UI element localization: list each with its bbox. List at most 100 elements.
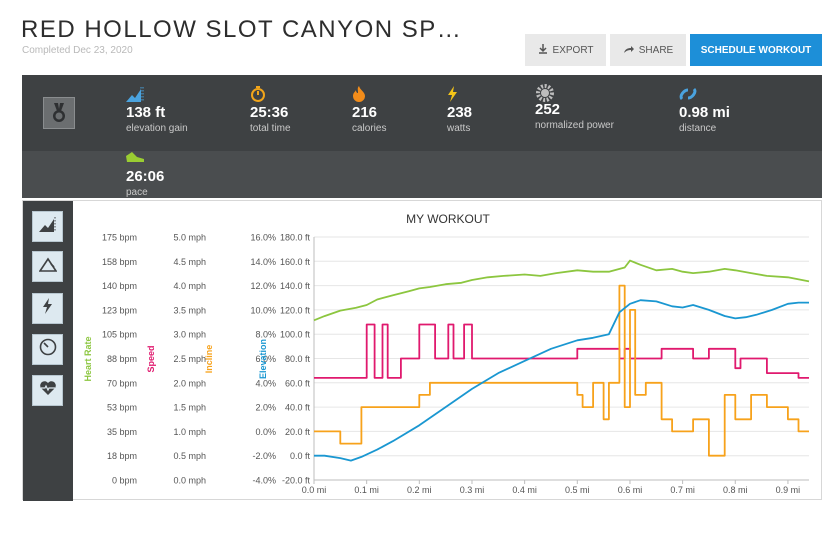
- x-tick-label: 0.2 mi: [407, 485, 432, 495]
- stat-elevation: 138 ft elevation gain: [126, 86, 188, 134]
- y-tick-label: 14.0%: [250, 257, 276, 267]
- y-tick-label: 0.0%: [255, 427, 276, 437]
- chart-grid: [313, 236, 809, 481]
- stat-label: total time: [250, 123, 291, 134]
- y-tick-label: 175 bpm: [102, 233, 137, 243]
- stopwatch-icon: [250, 86, 291, 104]
- export-button[interactable]: EXPORT: [525, 34, 606, 66]
- x-tick-label: 0.1 mi: [354, 485, 379, 495]
- y-tick-label: 2.0 mph: [173, 378, 206, 388]
- distance-icon: [679, 86, 730, 104]
- share-button[interactable]: SHARE: [610, 34, 686, 66]
- elevation-chart-button[interactable]: [32, 211, 63, 242]
- speed-button[interactable]: [32, 334, 63, 365]
- y-tick-label: 4.0 mph: [173, 281, 206, 291]
- stat-value: 238: [447, 104, 473, 121]
- series-line-incline: [314, 284, 809, 457]
- stat-label: elevation gain: [126, 123, 188, 134]
- flame-icon: [352, 86, 386, 104]
- series-line-speed: [314, 323, 809, 379]
- gear-icon: [535, 83, 614, 102]
- y-tick-label: 10.0%: [250, 305, 276, 315]
- schedule-workout-button[interactable]: SCHEDULE WORKOUT: [690, 34, 822, 66]
- workout-chart: MY WORKOUT 0 bpm 18 bpm 35 bpm 53 bpm 70 bpm…: [83, 212, 810, 495]
- stat-label: distance: [679, 123, 717, 134]
- x-tick-label: 0.3 mi: [460, 485, 485, 495]
- chart-title: MY WORKOUT: [406, 212, 490, 226]
- chart-x-axis: 0.0 mi 0.1 mi 0.2 mi 0.3 mi 0.4 mi 0.5 mi 0.6 …: [302, 480, 800, 495]
- x-tick-label: 0.7 mi: [670, 485, 695, 495]
- y-tick-label: 35 bpm: [107, 427, 137, 437]
- stat-value: 138 ft: [126, 104, 166, 121]
- x-tick-label: 0.0 mi: [302, 485, 327, 495]
- y-tick-label: 0.5 mph: [173, 451, 206, 461]
- y-tick-label: 105 bpm: [102, 330, 137, 340]
- shoe-icon: [126, 150, 164, 168]
- stats-panel: 138 ft elevation gain 25:36 total time 2…: [22, 75, 822, 198]
- y-tick-label: -4.0%: [252, 476, 276, 486]
- y-tick-label: 18 bpm: [107, 451, 137, 461]
- elevation-chart-icon: [38, 216, 57, 237]
- stat-label: calories: [352, 123, 387, 134]
- y-axis-name: Heart Rate: [83, 336, 93, 381]
- y-tick-label: 80.0 ft: [285, 354, 311, 364]
- y-axis-name: Elevation: [258, 339, 268, 379]
- stat-value: 0.98 mi: [679, 104, 730, 121]
- stat-label: pace: [126, 187, 148, 198]
- y-tick-label: 40.0 ft: [285, 403, 311, 413]
- y-tick-label: 53 bpm: [107, 403, 137, 413]
- chart-type-sidebar: [23, 201, 73, 501]
- y-tick-label: 0 bpm: [112, 476, 137, 486]
- y-tick-label: 123 bpm: [102, 305, 137, 315]
- speedometer-icon: [39, 338, 57, 361]
- y-axis-name: Incline: [204, 345, 214, 374]
- stat-value: 216: [352, 104, 378, 121]
- stat-watts: 238 watts: [447, 86, 472, 134]
- y-tick-label: 2.5 mph: [173, 354, 206, 364]
- stats-row-secondary: [22, 151, 822, 198]
- y-axis-name: Speed: [146, 345, 156, 372]
- power-icon: [42, 297, 54, 320]
- y-tick-label: 180.0 ft: [280, 233, 311, 243]
- y-tick-label: 70 bpm: [107, 378, 137, 388]
- x-tick-label: 0.6 mi: [618, 485, 643, 495]
- y-tick-label: 120.0 ft: [280, 305, 311, 315]
- stat-normalized-power: 252 normalized power: [535, 83, 614, 131]
- export-label: EXPORT: [552, 44, 594, 56]
- y-tick-label: 160.0 ft: [280, 257, 311, 267]
- y-tick-label: 140 bpm: [102, 281, 137, 291]
- stat-distance: 0.98 mi distance: [679, 86, 730, 134]
- y-tick-label: 6.0%: [255, 354, 276, 364]
- y-tick-label: 60.0 ft: [285, 378, 311, 388]
- page-title: RED HOLLOW SLOT CANYON SP…: [21, 16, 463, 43]
- y-tick-label: 3.5 mph: [173, 305, 206, 315]
- incline-button[interactable]: [32, 251, 63, 282]
- stat-calories: 216 calories: [352, 86, 386, 134]
- stat-pace: 26:06 pace: [126, 150, 164, 198]
- lightning-icon: [447, 86, 472, 104]
- stat-value: 252: [535, 101, 561, 118]
- elevation-icon: [126, 86, 188, 104]
- page-subtitle: Completed Dec 23, 2020: [22, 45, 133, 56]
- medal-icon: [43, 97, 75, 129]
- heart-rate-icon: [39, 380, 57, 401]
- series-line-elevation: [314, 299, 809, 462]
- series-line-heart-rate: [313, 259, 810, 322]
- y-tick-label: 1.5 mph: [173, 403, 206, 413]
- stat-value: 25:36: [250, 104, 289, 121]
- y-tick-label: 140.0 ft: [280, 281, 311, 291]
- heart-rate-button[interactable]: [32, 375, 63, 406]
- chart-series: [313, 259, 810, 462]
- workout-chart-panel: MY WORKOUT 0 bpm 18 bpm 35 bpm 53 bpm 70 bpm…: [22, 200, 822, 501]
- y-tick-label: 4.5 mph: [173, 257, 206, 267]
- chart-y-axes: 0 bpm 18 bpm 35 bpm 53 bpm 70 bpm 88 bpm 105 b…: [83, 233, 310, 486]
- y-tick-label: 88 bpm: [107, 354, 137, 364]
- x-tick-label: 0.4 mi: [512, 485, 537, 495]
- y-tick-label: 0.0 ft: [290, 451, 311, 461]
- incline-icon: [38, 256, 57, 277]
- stat-value: 26:06: [126, 168, 165, 185]
- y-tick-label: 12.0%: [250, 281, 276, 291]
- power-button[interactable]: [32, 293, 63, 324]
- stat-total-time: 25:36 total time: [250, 86, 291, 134]
- download-icon: [538, 43, 548, 57]
